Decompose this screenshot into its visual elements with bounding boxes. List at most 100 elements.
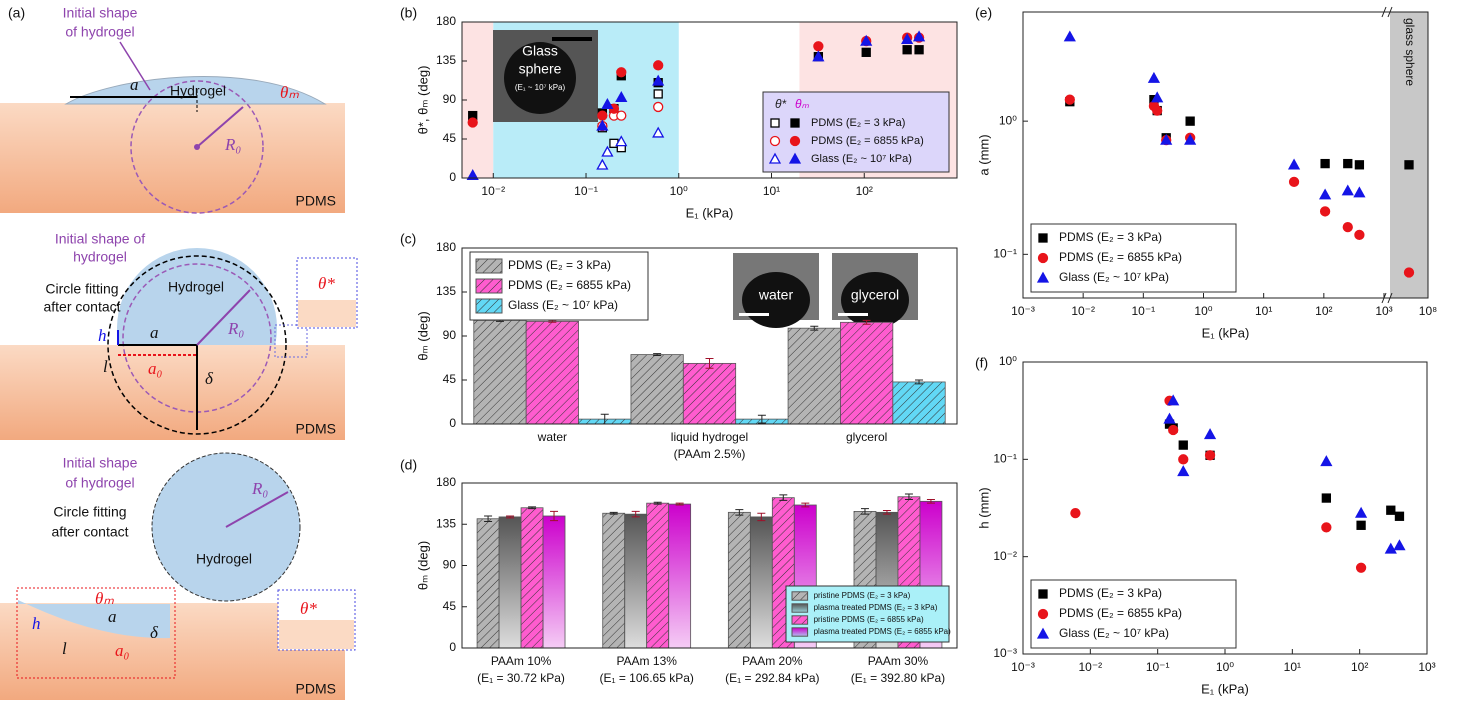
marker xyxy=(1290,177,1299,186)
marker xyxy=(617,68,626,77)
marker xyxy=(1321,207,1330,216)
bar xyxy=(477,519,499,648)
marker xyxy=(903,46,911,54)
marker xyxy=(1179,455,1188,464)
diagram-label: δ xyxy=(150,623,159,642)
diagram-label: PDMS xyxy=(296,421,336,437)
panel-label: (c) xyxy=(400,231,416,247)
marker xyxy=(654,61,663,70)
diagram-label: PDMS xyxy=(296,681,336,697)
diagram-label: hydrogel xyxy=(73,249,127,265)
marker xyxy=(1153,106,1162,115)
y-tick-label: 10⁻³ xyxy=(993,646,1017,660)
diagram-label: of hydrogel xyxy=(65,475,134,491)
x-tick-label: 10² xyxy=(1315,304,1332,318)
x-tick-label: 10⁻¹ xyxy=(1131,304,1155,318)
legend-label: PDMS (E₂ = 6855 kPa) xyxy=(1059,606,1182,620)
marker xyxy=(1321,457,1331,466)
substrate xyxy=(0,103,345,213)
y-tick-label: 180 xyxy=(436,14,456,28)
legend-label: PDMS (E₂ = 3 kPa) xyxy=(1059,230,1162,244)
inset-substrate xyxy=(298,300,356,327)
bar xyxy=(788,328,840,424)
diagram-label: θ* xyxy=(300,599,317,618)
bar xyxy=(603,513,625,648)
diagram-label: θₘ xyxy=(280,83,299,102)
x-tick-label: 10² xyxy=(856,184,873,198)
marker xyxy=(1322,494,1330,502)
marker xyxy=(1165,414,1175,423)
x-tick-label: 10³ xyxy=(1375,304,1392,318)
legend-header: θₘ xyxy=(795,97,810,111)
bar xyxy=(647,503,669,648)
x-tick-label: PAAm 10%(E₁ = 30.72 kPa) xyxy=(477,654,565,685)
x-tick-label: 10⁰ xyxy=(670,184,688,198)
x-tick-label: 10⁰ xyxy=(1194,304,1212,318)
marker xyxy=(1065,32,1075,41)
marker xyxy=(1186,117,1194,125)
diagram-label: after contact xyxy=(51,524,128,540)
bar xyxy=(474,320,526,424)
diagram-label: Circle fitting xyxy=(45,281,118,297)
y-tick-label: 0 xyxy=(449,416,456,430)
bar xyxy=(683,363,735,424)
legend-swatch xyxy=(476,299,502,313)
legend-label: PDMS (E₂ = 6855 kPa) xyxy=(811,135,924,147)
y-tick-label: 180 xyxy=(436,475,456,489)
x-tick-label: 10⁸ xyxy=(1419,304,1437,318)
legend-label: Glass (E₂ ~ 10⁷ kPa) xyxy=(508,298,618,312)
y-tick-label: 0 xyxy=(449,640,456,654)
panel-label: (a) xyxy=(8,5,25,21)
x-tick-label: 10⁻² xyxy=(1078,660,1102,674)
x-tick-label: PAAm 13%(E₁ = 106.65 kPa) xyxy=(599,654,693,685)
y-tick-label: 180 xyxy=(436,240,456,254)
y-tick-label: 45 xyxy=(443,131,457,145)
marker xyxy=(1039,590,1047,598)
diagram-label: θ* xyxy=(318,274,335,293)
panel-label: (d) xyxy=(400,457,417,473)
panel-label: (e) xyxy=(975,5,992,21)
x-tick-label: 10¹ xyxy=(763,184,780,198)
y-tick-label: 45 xyxy=(443,599,457,613)
bar xyxy=(631,355,683,424)
x-tick-label: 10⁻¹ xyxy=(1146,660,1170,674)
substrate xyxy=(0,345,345,440)
y-tick-label: 45 xyxy=(443,372,457,386)
marker xyxy=(1343,223,1352,232)
marker xyxy=(1386,544,1396,553)
x-axis-title: E₁ (kPa) xyxy=(1201,681,1249,696)
y-tick-label: 135 xyxy=(436,516,456,530)
marker xyxy=(862,48,870,56)
diagram-label: a xyxy=(108,607,117,626)
bar xyxy=(521,508,543,648)
x-tick-label: PAAm 20%(E₁ = 292.84 kPa) xyxy=(725,654,819,685)
legend-swatch xyxy=(792,616,808,624)
legend-label: plasma treated PDMS (E₂ = 3 kPa) xyxy=(814,603,938,612)
legend-label: pristine PDMS (E₂ = 6855 kPa) xyxy=(814,615,924,624)
legend-label: pristine PDMS (E₂ = 3 kPa) xyxy=(814,591,911,600)
marker xyxy=(1357,521,1365,529)
legend-label: PDMS (E₂ = 6855 kPa) xyxy=(1059,250,1182,264)
region-label: glass sphere xyxy=(1403,18,1417,86)
diagram-label: l xyxy=(103,357,108,376)
legend-swatch xyxy=(792,604,808,612)
marker xyxy=(1321,160,1329,168)
legend-swatch xyxy=(792,592,808,600)
legend-label: Glass (E₂ ~ 10⁷ kPa) xyxy=(1059,626,1169,640)
diagram-label: Hydrogel xyxy=(196,551,252,567)
bar xyxy=(893,382,945,424)
marker xyxy=(654,90,662,98)
x-tick-label: 10⁻³ xyxy=(1011,304,1035,318)
x-tick-label: 10¹ xyxy=(1255,304,1272,318)
marker xyxy=(1355,230,1364,239)
marker xyxy=(1394,541,1404,550)
legend-swatch xyxy=(476,279,502,293)
marker xyxy=(771,119,779,127)
marker xyxy=(1320,190,1330,199)
diagram-top: (a) Initial shape of hydrogel a Hydrogel… xyxy=(0,5,345,213)
marker xyxy=(814,42,823,51)
panel-label: (f) xyxy=(975,355,988,371)
marker xyxy=(654,102,663,111)
x-tick-label: liquid hydrogel(PAAm 2.5%) xyxy=(671,430,748,461)
diagram-label: after contact xyxy=(43,299,120,315)
